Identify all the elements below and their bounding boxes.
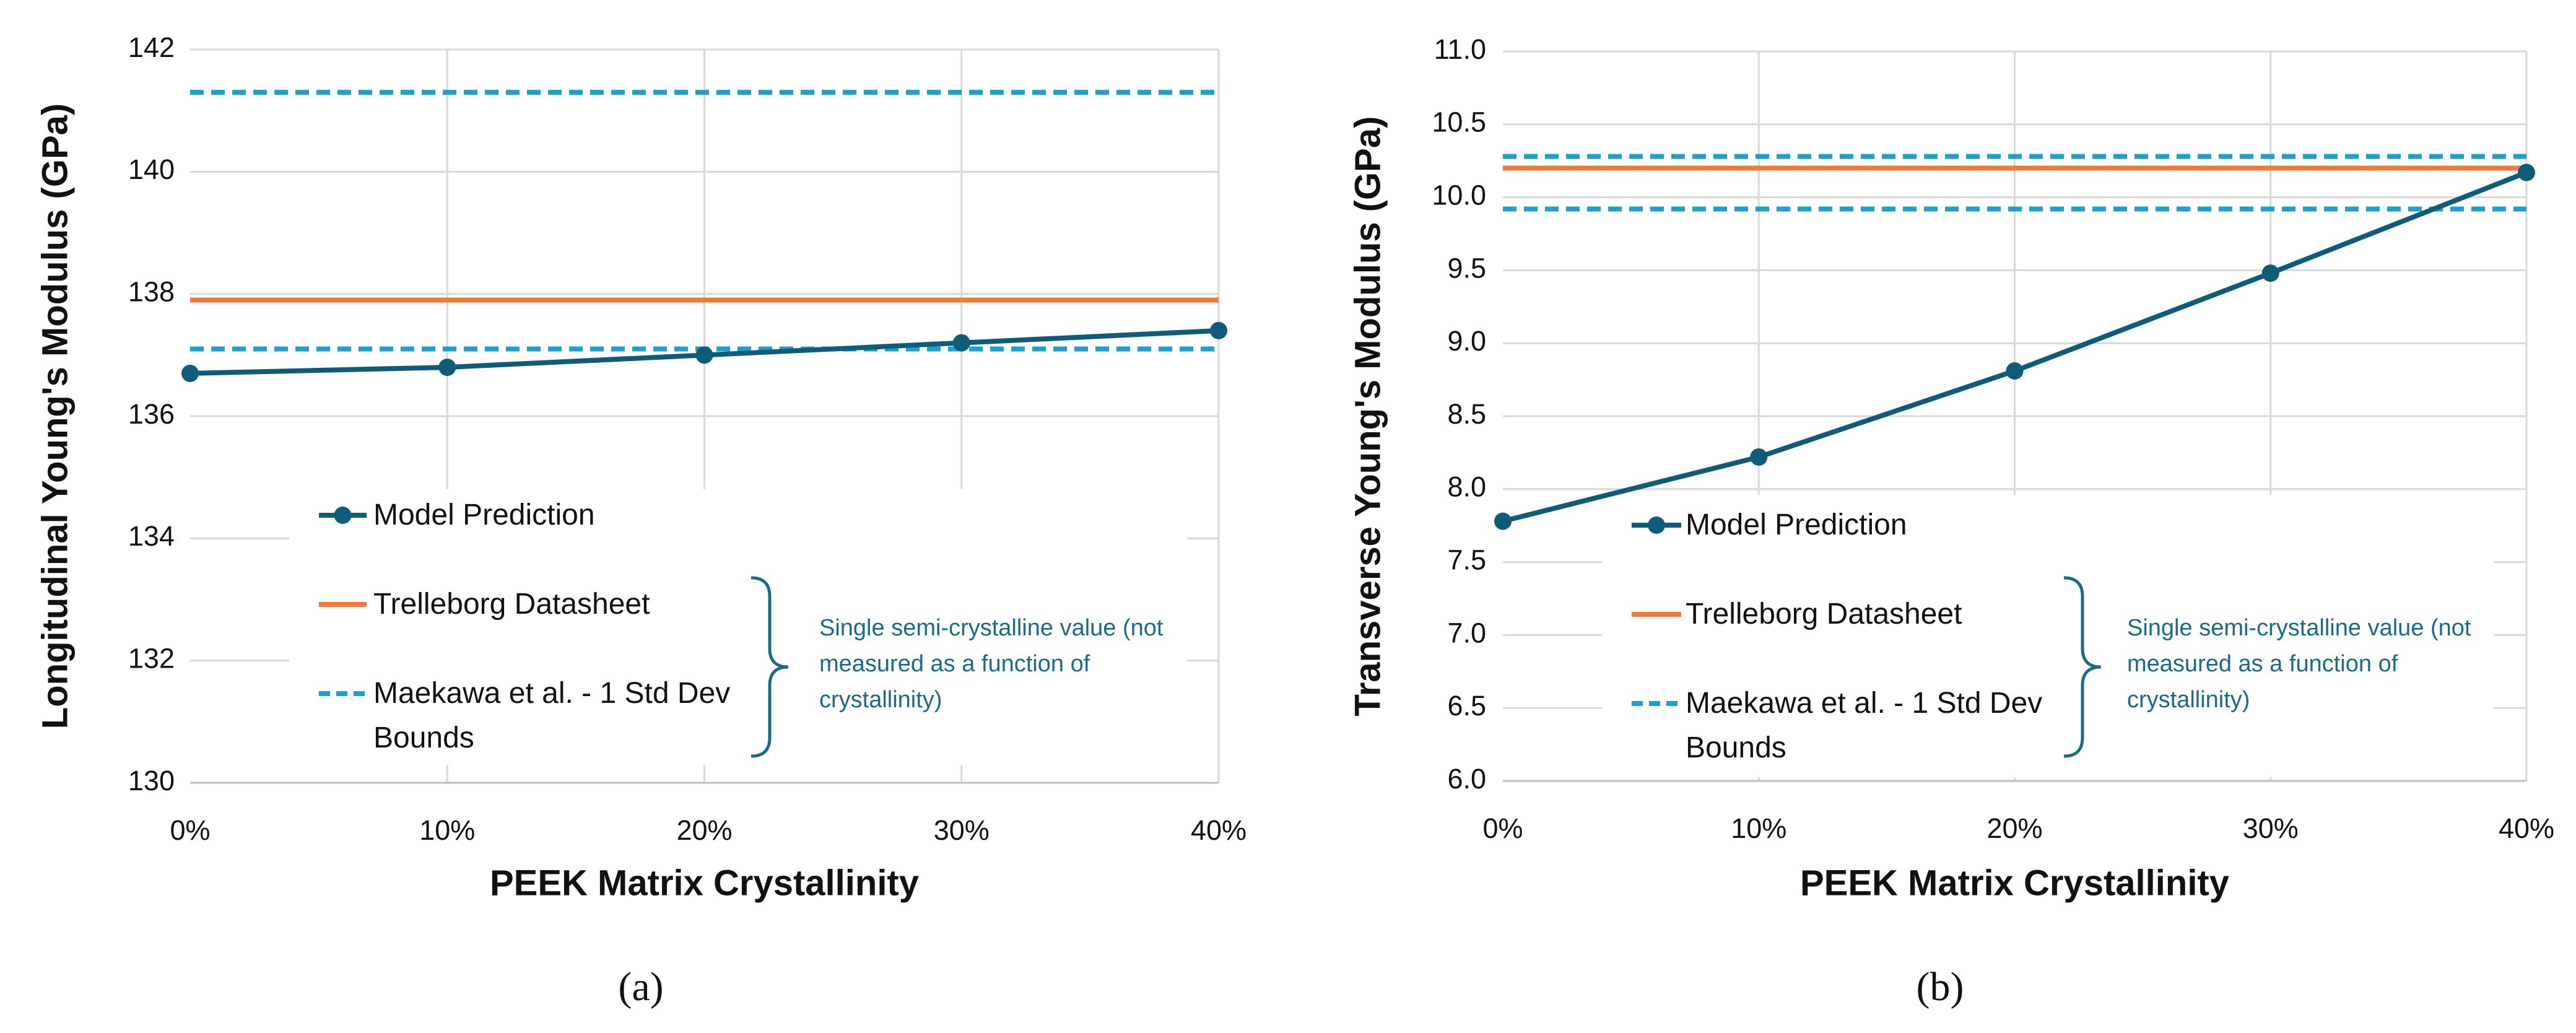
annotation: Single semi-crystalline value (not measu… — [819, 615, 1164, 713]
legend-marker — [334, 507, 352, 524]
y-tick-label: 142 — [128, 32, 175, 63]
y-tick-label: 6.0 — [1447, 763, 1486, 795]
x-axis-title: PEEK Matrix Crystallinity — [1800, 863, 2229, 903]
y-tick-label: 9.5 — [1447, 252, 1486, 284]
data-point — [952, 334, 970, 352]
x-tick-label: 10% — [419, 814, 475, 846]
legend-label: Maekawa et al. - 1 Std Dev Bounds — [373, 677, 731, 754]
data-point — [2006, 362, 2024, 380]
brace — [2063, 576, 2102, 758]
legend-label: Trelleborg Datasheet — [1686, 598, 1962, 630]
y-tick-label: 6.5 — [1447, 690, 1486, 721]
legend-box — [289, 489, 1187, 765]
y-tick-label: 7.0 — [1447, 617, 1486, 648]
data-point — [1750, 448, 1768, 466]
legend-label: Trelleborg Datasheet — [373, 588, 650, 621]
annotation: Single semi-crystalline value (not measu… — [2127, 615, 2471, 713]
y-tick-label: 8.0 — [1447, 471, 1486, 503]
y-tick-label: 134 — [128, 520, 175, 552]
legend-box — [1602, 495, 2494, 777]
x-tick-label: 40% — [1191, 814, 1247, 846]
panel-label: (a) — [618, 964, 663, 1009]
y-tick-label: 136 — [128, 398, 175, 430]
data-point — [695, 346, 713, 364]
y-tick-label: 140 — [128, 154, 175, 185]
data-point — [438, 359, 456, 377]
y-axis-title: Longitudinal Young's Modulus (GPa) — [35, 103, 75, 729]
y-tick-label: 130 — [128, 765, 175, 796]
data-point — [1210, 321, 1227, 339]
y-tick-label: 132 — [128, 643, 175, 674]
x-tick-label: 10% — [1731, 813, 1786, 844]
y-tick-label: 11.0 — [1434, 33, 1486, 65]
data-point — [1494, 512, 1512, 530]
x-axis-title: PEEK Matrix Crystallinity — [490, 863, 919, 903]
legend-label: Model Prediction — [1686, 508, 1907, 541]
data-point — [2518, 163, 2535, 181]
x-tick-label: 30% — [934, 814, 990, 846]
legend-label: Maekawa et al. - 1 Std Dev Bounds — [1686, 687, 2043, 764]
y-axis-title: Transverse Young's Modulus (GPa) — [1347, 116, 1388, 717]
x-tick-label: 0% — [1482, 813, 1523, 844]
x-tick-label: 20% — [1986, 813, 2042, 844]
x-tick-label: 30% — [2243, 813, 2299, 844]
y-tick-label: 10.0 — [1432, 179, 1486, 211]
data-point — [181, 364, 199, 382]
y-tick-label: 8.5 — [1447, 398, 1486, 430]
y-tick-label: 10.5 — [1432, 107, 1486, 138]
x-tick-label: 40% — [2499, 813, 2554, 844]
brace — [751, 576, 789, 758]
y-tick-label: 138 — [128, 276, 175, 308]
legend-label: Model Prediction — [373, 499, 595, 531]
x-tick-label: 0% — [170, 814, 210, 846]
data-point — [2261, 264, 2279, 282]
panel-label: (b) — [1917, 964, 1964, 1009]
x-tick-label: 20% — [676, 814, 732, 846]
y-tick-label: 9.0 — [1447, 325, 1486, 357]
y-tick-label: 7.5 — [1447, 544, 1486, 575]
legend-marker — [1648, 516, 1665, 534]
